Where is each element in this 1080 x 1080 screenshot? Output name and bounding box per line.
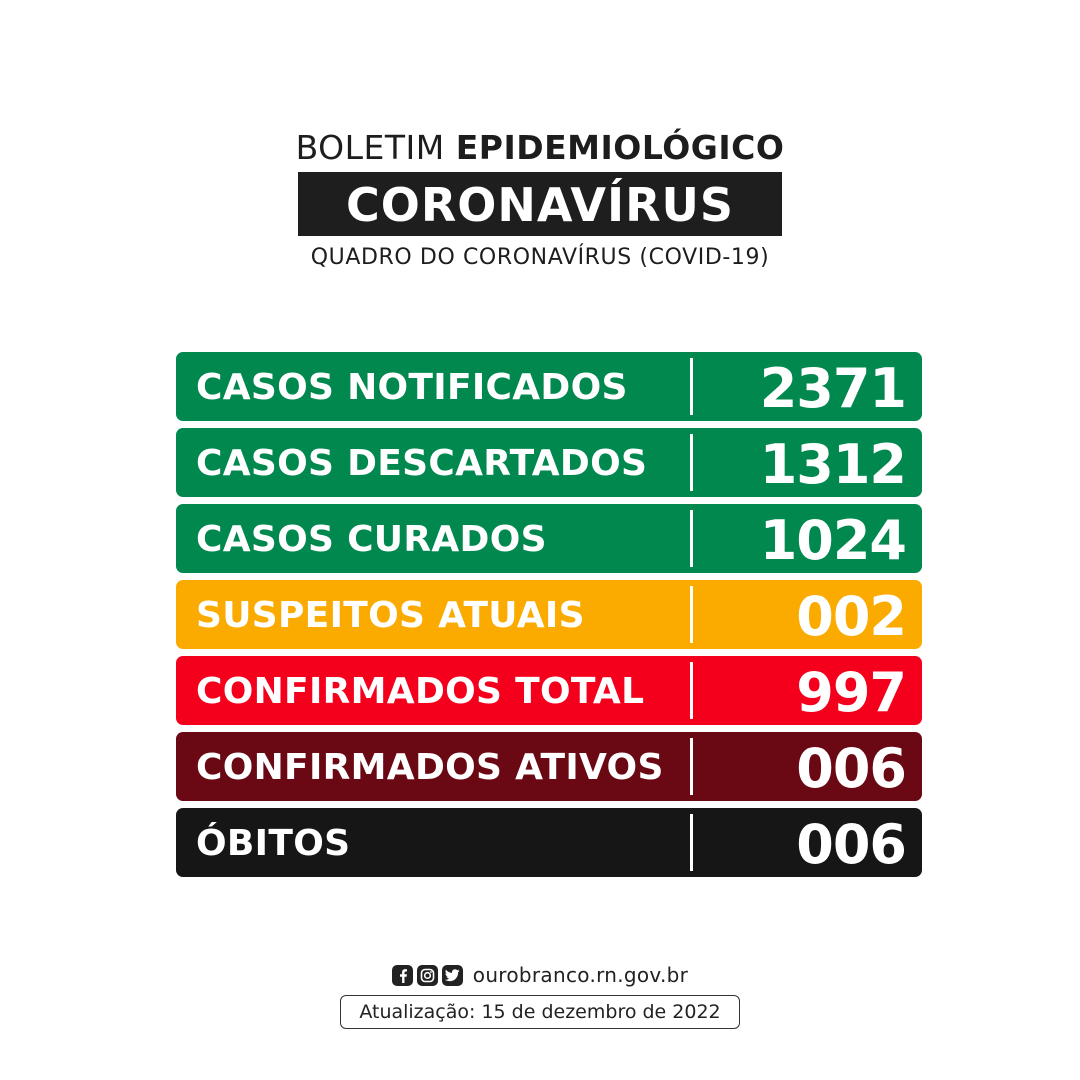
- update-date: Atualização: 15 de dezembro de 2022: [340, 995, 740, 1029]
- stat-label: CASOS DESCARTADOS: [196, 443, 648, 484]
- stat-row-curados: CASOS CURADOS 1024: [176, 504, 922, 573]
- stat-divider: [690, 434, 693, 491]
- bulletin-subtitle: QUADRO DO CORONAVÍRUS (COVID-19): [310, 245, 770, 270]
- stat-value: 997: [796, 661, 907, 724]
- stat-divider: [690, 662, 693, 719]
- stat-row-descartados: CASOS DESCARTADOS 1312: [176, 428, 922, 497]
- stat-value: 006: [796, 813, 907, 876]
- social-links: ourobranco.rn.gov.br: [391, 962, 689, 988]
- stat-row-obitos: ÓBITOS 006: [176, 808, 922, 877]
- footer: ourobranco.rn.gov.br Atualização: 15 de …: [0, 962, 1080, 1029]
- stat-label: CONFIRMADOS ATIVOS: [196, 747, 664, 788]
- stat-divider: [690, 586, 693, 643]
- stat-value: 1024: [759, 509, 907, 572]
- stat-row-confirmados-total: CONFIRMADOS TOTAL 997: [176, 656, 922, 725]
- stat-label: SUSPEITOS ATUAIS: [196, 595, 585, 636]
- stat-divider: [690, 510, 693, 567]
- instagram-icon[interactable]: [416, 964, 438, 986]
- stat-value: 006: [796, 737, 907, 800]
- stat-row-confirmados-ativos: CONFIRMADOS ATIVOS 006: [176, 732, 922, 801]
- stat-row-notificados: CASOS NOTIFICADOS 2371: [176, 352, 922, 421]
- coronavirus-banner: CORONAVÍRUS: [298, 172, 782, 236]
- title-light: BOLETIM: [295, 128, 445, 167]
- stat-divider: [690, 358, 693, 415]
- stat-row-suspeitos: SUSPEITOS ATUAIS 002: [176, 580, 922, 649]
- title-bold: EPIDEMIOLÓGICO: [455, 128, 785, 167]
- stat-value: 1312: [759, 433, 907, 496]
- stat-value: 002: [796, 585, 907, 648]
- stat-divider: [690, 814, 693, 871]
- twitter-icon[interactable]: [441, 964, 463, 986]
- stats-table: CASOS NOTIFICADOS 2371 CASOS DESCARTADOS…: [176, 352, 922, 884]
- stat-label: CASOS CURADOS: [196, 519, 547, 560]
- bulletin-title: BOLETIM EPIDEMIOLÓGICO: [0, 128, 1080, 168]
- stat-label: CASOS NOTIFICADOS: [196, 367, 628, 408]
- stat-label: ÓBITOS: [196, 823, 351, 864]
- website-link[interactable]: ourobranco.rn.gov.br: [472, 963, 689, 987]
- facebook-icon[interactable]: [391, 964, 413, 986]
- stat-label: CONFIRMADOS TOTAL: [196, 671, 645, 712]
- bulletin-header: BOLETIM EPIDEMIOLÓGICO CORONAVÍRUS QUADR…: [0, 128, 1080, 270]
- stat-value: 2371: [759, 357, 907, 420]
- stat-divider: [690, 738, 693, 795]
